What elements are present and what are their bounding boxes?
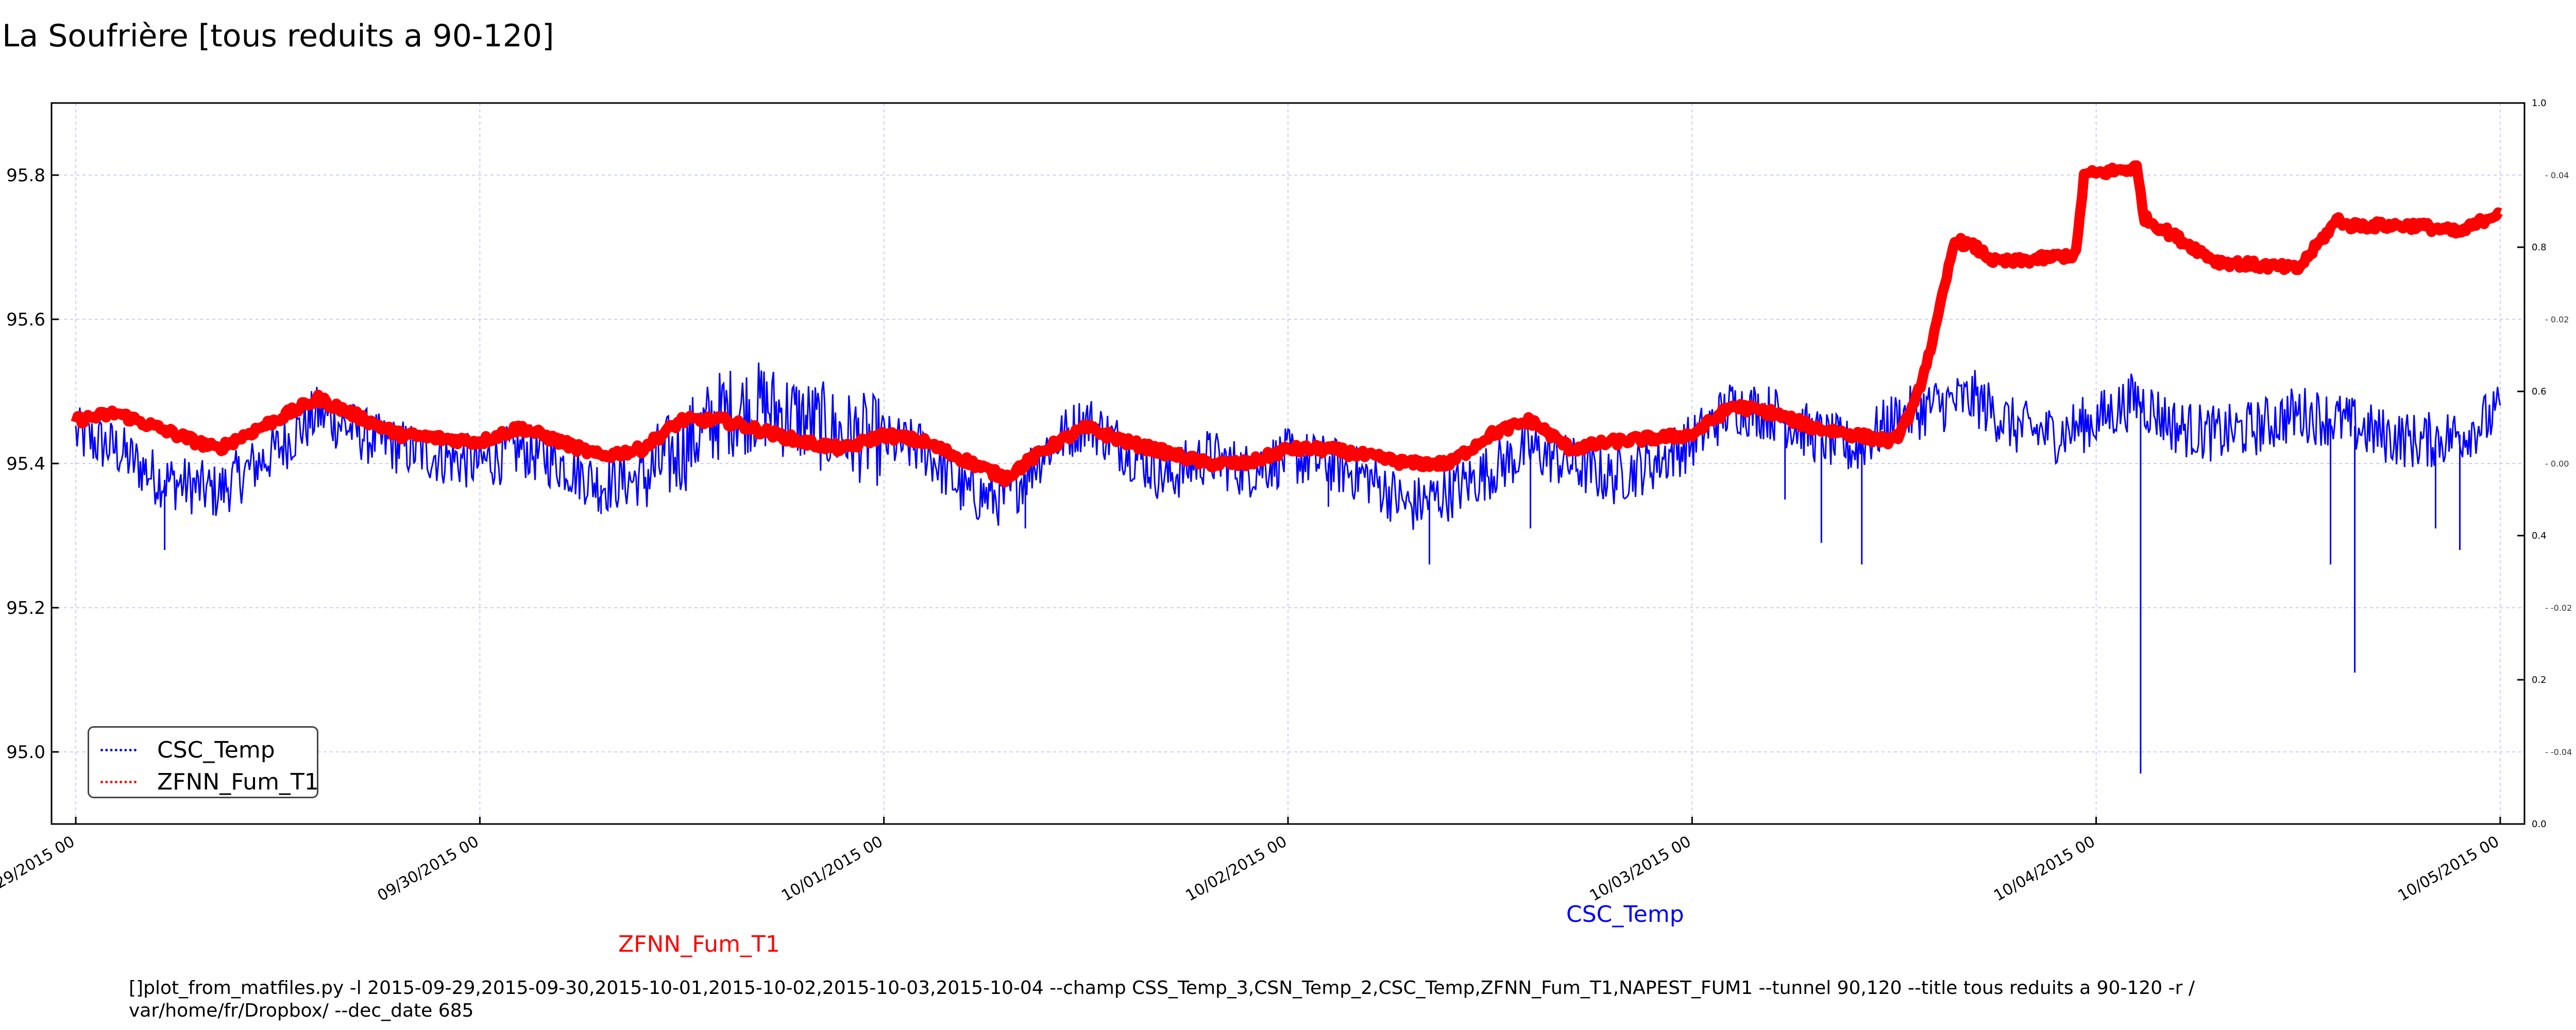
legend-swatch-blue xyxy=(100,749,137,751)
caption-zfnn-fum-t1: ZFNN_Fum_T1 xyxy=(618,931,780,957)
y-inner-tick-label: - -0.02 xyxy=(2545,603,2572,613)
y-right-tick-label: 0.2 xyxy=(2532,675,2547,685)
y-tick-label: 95.8 xyxy=(6,165,45,186)
x-axis: 09/29/2015 00 09/30/2015 00 10/01/2015 00 1… xyxy=(0,817,2502,905)
y-inner-tick-label: - 0.04 xyxy=(2545,170,2569,180)
x-tick-label: 10/02/2015 00 xyxy=(1182,833,1290,905)
y-tick-label: 95.4 xyxy=(6,454,45,474)
legend-label-csc-temp: CSC_Temp xyxy=(157,737,275,763)
y-axis-left: 95.0 95.2 95.4 95.6 95.8 xyxy=(6,165,59,763)
y-right-tick-label: 0.6 xyxy=(2532,386,2547,397)
command-line-text: []plot_from_matfiles.py -l 2015-09-29,20… xyxy=(129,977,2195,1021)
x-tick-label: 09/29/2015 00 xyxy=(0,833,78,905)
y-tick-label: 95.6 xyxy=(6,310,45,330)
x-tick-label: 10/03/2015 00 xyxy=(1587,833,1694,905)
legend-swatch-red xyxy=(100,781,137,783)
chart-title: La Soufrière [tous reduits a 90-120] xyxy=(2,18,554,54)
x-tick-label: 10/01/2015 00 xyxy=(778,833,886,905)
y-right-tick-label: 0.8 xyxy=(2532,242,2547,253)
x-tick-label: 10/05/2015 00 xyxy=(2395,833,2502,905)
legend-item-zfnn-fum-t1: ZFNN_Fum_T1 xyxy=(89,767,319,798)
y-right-tick-label: 1.0 xyxy=(2532,98,2547,109)
y-tick-label: 95.2 xyxy=(6,598,45,619)
x-tick-label: 09/30/2015 00 xyxy=(375,833,482,905)
legend-item-csc-temp: CSC_Temp xyxy=(89,735,317,766)
series-csc-temp xyxy=(75,362,2501,774)
y-inner-tick-label: - 0.02 xyxy=(2545,315,2569,324)
caption-csc-temp: CSC_Temp xyxy=(1566,901,1684,928)
y-right-tick-label: 0.4 xyxy=(2532,530,2547,541)
y-inner-tick-label: - -0.04 xyxy=(2545,747,2572,757)
series-zfnn-fum-t1 xyxy=(71,160,2503,488)
y-axis-right: 0.0 0.2 0.4 0.6 0.8 1.0 - -0.04 - -0.02 - 0.00 - … xyxy=(2517,98,2572,830)
legend-label-zfnn-fum-t1: ZFNN_Fum_T1 xyxy=(157,769,319,795)
y-right-tick-label: 0.0 xyxy=(2532,819,2547,830)
series-line-csc-temp xyxy=(75,362,2501,530)
x-tick-label: 10/04/2015 00 xyxy=(1991,833,2098,905)
y-tick-label: 95.0 xyxy=(6,742,45,763)
chart-legend: CSC_Temp ZFNN_Fum_T1 xyxy=(88,726,319,798)
series-line-zfnn-fum-t1 xyxy=(71,160,2503,488)
y-inner-tick-label: - 0.00 xyxy=(2545,459,2569,469)
